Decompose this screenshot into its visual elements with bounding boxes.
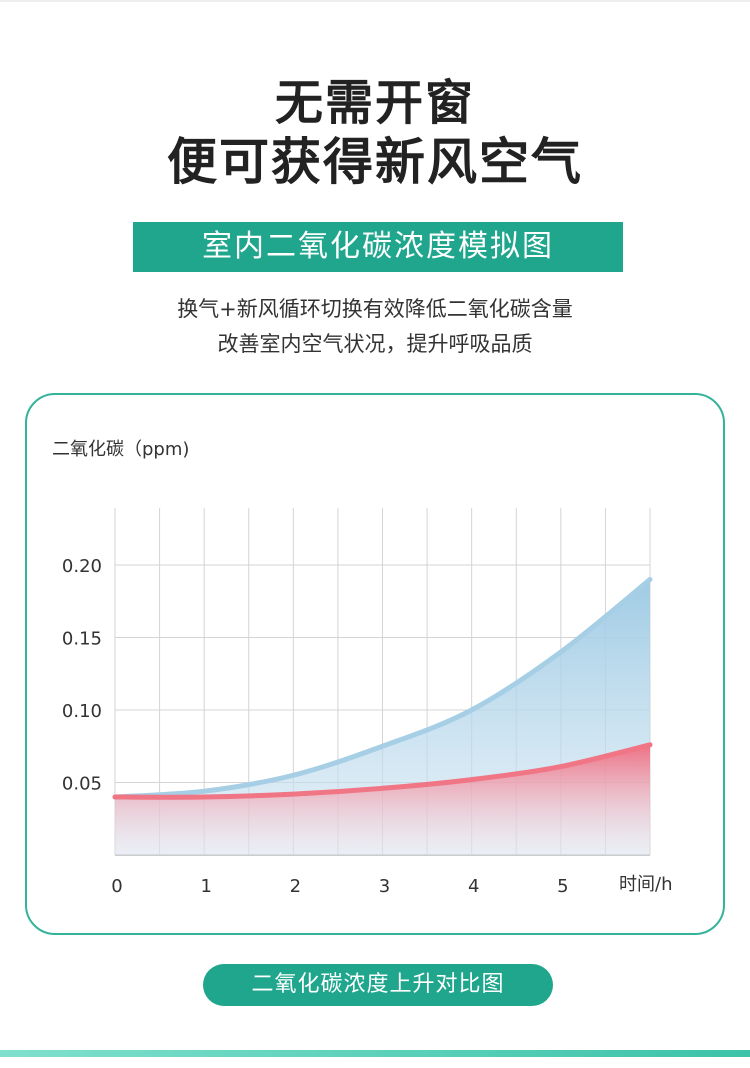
series-area-red [115,744,650,855]
description-line2: 改善室内空气状况，提升呼吸品质 [217,332,533,356]
headline-line1: 无需开窗 [274,75,475,131]
x-tick-label: 5 [557,876,568,897]
bottom-accent-bar [0,1050,750,1057]
series-line-red [112,742,653,800]
y-tick-label: 0.05 [62,774,102,795]
chart-title-banner: 室内二氧化碳浓度模拟图 [133,222,623,272]
y-tick-label: 0.15 [62,629,102,650]
x-tick-label: 0 [111,876,122,897]
x-tick-label: 2 [290,876,301,897]
y-tick-label: 0.20 [62,556,102,577]
description-line1: 换气+新风循环切换有效降低二氧化碳含量 [177,297,573,321]
headline-line2: 便可获得新风空气 [167,133,583,191]
x-tick-label: 4 [468,876,479,897]
comparison-caption: 二氧化碳浓度上升对比图 [203,964,553,1006]
x-axis-label: 时间/h [619,874,672,895]
x-tick-label: 1 [200,876,211,897]
top-divider [0,0,750,2]
x-tick-label: 3 [379,876,390,897]
y-axis-label: 二氧化碳（ppm) [52,439,189,460]
y-tick-label: 0.10 [62,701,102,722]
series-line-blue [112,577,653,800]
